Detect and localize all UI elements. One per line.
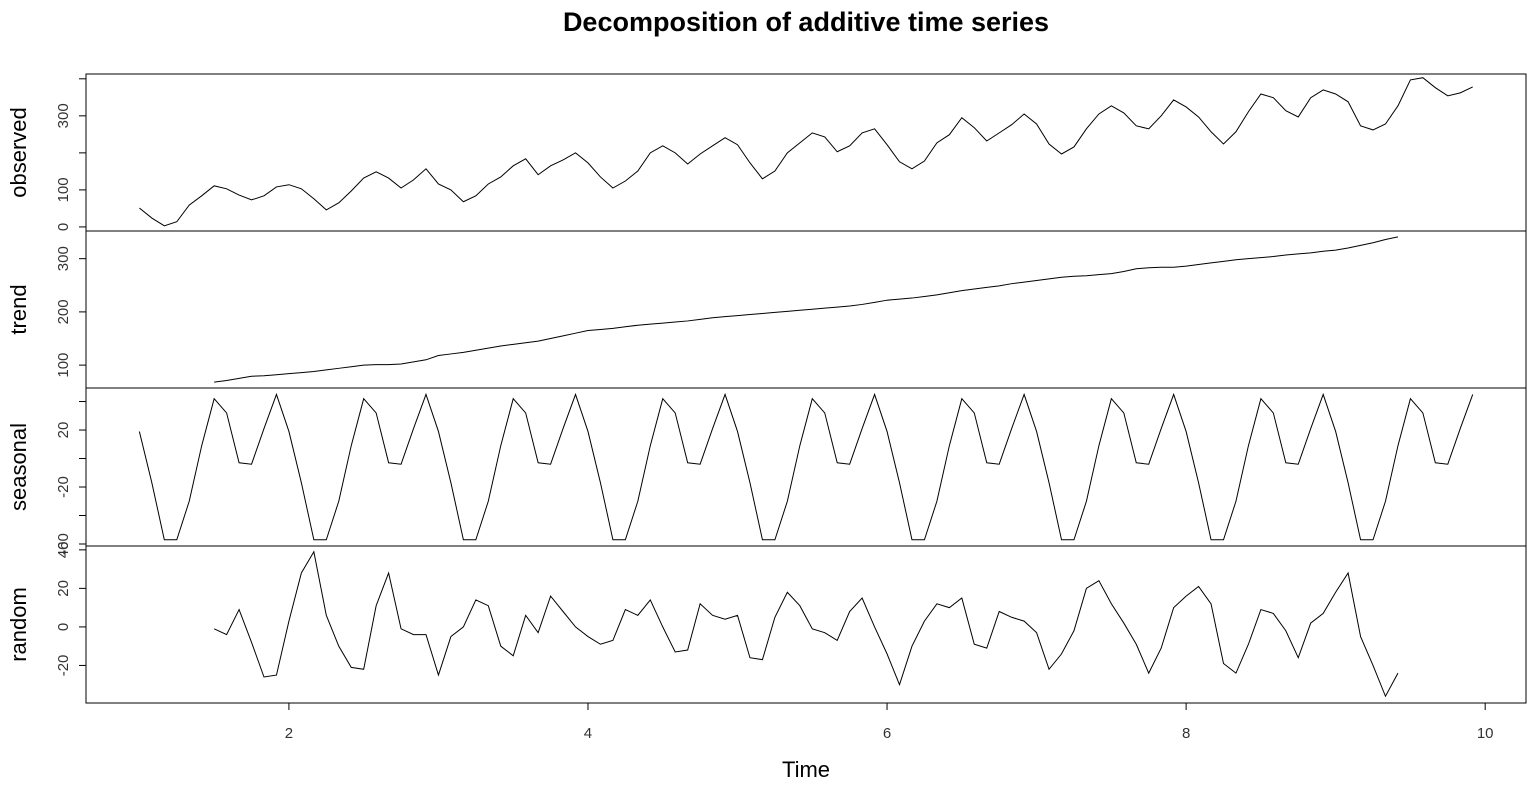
panel-frame	[85, 387, 1527, 547]
y-tick-label: 300	[55, 103, 72, 128]
y-axis-label: random	[6, 587, 31, 662]
y-axis-label: observed	[6, 107, 31, 198]
series-line	[139, 77, 1473, 227]
y-tick-label: -20	[55, 476, 72, 498]
y-tick-label: 100	[55, 353, 72, 378]
series-line	[213, 550, 1399, 698]
y-tick-label: 200	[55, 299, 72, 324]
y-axis-label: seasonal	[6, 423, 31, 511]
y-tick-label: 40	[55, 542, 72, 559]
x-tick-label: 4	[584, 725, 592, 742]
series-line	[138, 392, 1474, 541]
x-axis-label: Time	[782, 757, 830, 782]
x-tick-label: 10	[1477, 725, 1494, 742]
x-tick-label: 2	[285, 725, 293, 742]
y-axis-label: trend	[6, 284, 31, 334]
y-tick-label: 20	[55, 580, 72, 597]
y-tick-label: 100	[55, 177, 72, 202]
panel-frame	[85, 545, 1527, 704]
y-tick-label: 300	[55, 246, 72, 271]
y-tick-label: 20	[55, 422, 72, 439]
y-tick-label: 0	[55, 223, 72, 231]
panel-frame	[85, 73, 1527, 232]
x-tick-label: 6	[883, 725, 891, 742]
y-tick-label: -20	[55, 655, 72, 677]
x-tick-label: 8	[1182, 725, 1190, 742]
y-tick-label: 0	[55, 623, 72, 631]
series-line	[214, 236, 1399, 383]
chart-title: Decomposition of additive time series	[563, 7, 1049, 37]
y-tick-label: -60	[55, 533, 72, 555]
